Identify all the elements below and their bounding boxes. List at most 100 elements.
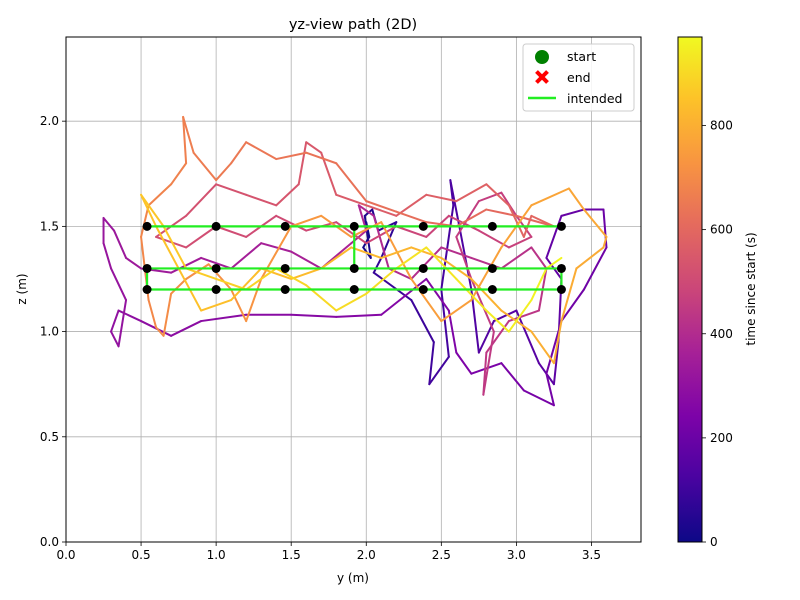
path-segment [507, 235, 533, 249]
path-segment [440, 246, 473, 259]
path-segment [425, 246, 458, 280]
waypoint-marker [349, 221, 359, 231]
path-segment [428, 355, 450, 386]
path-segment [335, 292, 368, 312]
path-segment [363, 214, 372, 259]
path-segment [110, 330, 120, 348]
path-segment [155, 225, 180, 270]
waypoint-marker [418, 285, 428, 294]
y-axis-label: z (m) [15, 273, 29, 304]
x-tick-label: 1.0 [207, 548, 226, 562]
path-segment [275, 183, 300, 207]
y-tick-label: 2.0 [40, 114, 59, 128]
path-segment [582, 246, 608, 291]
path-segment [530, 187, 570, 207]
x-axis-label: y (m) [337, 571, 369, 585]
path-segment [357, 204, 375, 217]
waypoint-marker [556, 285, 566, 294]
path-segment [425, 277, 450, 312]
colorbar-ticks: 0 200 400 600 800 [702, 119, 733, 549]
path-segment [575, 246, 605, 270]
colorbar: 0 200 400 600 800 time since start (s) [677, 36, 758, 549]
path-segment [155, 326, 165, 337]
path-segment [387, 267, 413, 280]
path-segment [245, 267, 278, 291]
path-segment [470, 246, 503, 302]
path-segment [215, 225, 248, 238]
path-segment [455, 208, 488, 228]
path-segment [102, 216, 116, 232]
x-tick-label: 3.0 [507, 548, 526, 562]
path-segment [335, 162, 368, 203]
legend-label-end: end [567, 70, 591, 85]
waypoint-marker [556, 221, 566, 231]
path-segment [470, 277, 503, 312]
path-segment [192, 151, 218, 182]
waypoint-marker [349, 263, 359, 273]
path-segment [455, 235, 473, 280]
path-segment [290, 267, 323, 280]
path-segment [485, 208, 518, 217]
y-tick-label: 1.5 [40, 219, 59, 233]
path-segment [372, 256, 383, 274]
path-segment [395, 246, 428, 270]
path-segment [522, 389, 555, 407]
path-segment [410, 277, 443, 323]
path-segment [170, 320, 203, 337]
path-segment [350, 221, 383, 238]
path-segment [290, 250, 323, 270]
path-segment [182, 115, 195, 154]
path-segment [185, 183, 218, 217]
path-segment [140, 204, 150, 238]
x-axis-ticks: 0.0 0.5 1.0 1.5 2.0 2.5 3.0 3.5 [56, 542, 601, 562]
path-segment [125, 256, 143, 270]
x-tick-label: 2.5 [432, 548, 451, 562]
path-segment [365, 225, 398, 245]
x-tick-label: 3.5 [582, 548, 601, 562]
path-segment [410, 299, 435, 344]
path-segment [305, 141, 323, 154]
waypoint-marker [418, 221, 428, 231]
path-segment [507, 299, 533, 333]
path-segment [162, 292, 173, 337]
path-segment [602, 235, 608, 249]
waypoint-marker [487, 285, 497, 294]
path-segment [245, 277, 263, 323]
path-segment [560, 208, 585, 217]
waypoint-marker [142, 285, 152, 294]
path-segment [428, 341, 435, 386]
path-segment [410, 246, 443, 280]
path-segment [335, 313, 383, 318]
path-segment [320, 246, 353, 270]
path-segment [365, 204, 398, 217]
legend: start end intended [522, 43, 635, 112]
path-segment [440, 299, 473, 323]
path-segment [140, 193, 158, 228]
legend-box [522, 43, 635, 112]
path-segment [410, 246, 443, 259]
path-segment [395, 210, 428, 224]
path-segment [545, 372, 555, 407]
path-segment [500, 362, 525, 392]
waypoint-marker [142, 263, 152, 273]
path-segment [515, 309, 540, 365]
path-segment [485, 183, 510, 207]
waypoint-marker [418, 263, 428, 273]
path-segment [492, 309, 518, 323]
path-segment [482, 330, 495, 396]
path-segment [215, 183, 248, 196]
colorbar-tick-label: 200 [710, 431, 733, 445]
path-segment [530, 246, 548, 270]
path-segment [552, 320, 563, 365]
path-segment [290, 313, 338, 318]
path-segment [260, 242, 293, 253]
path-segment [485, 320, 510, 354]
path-segment [200, 256, 233, 270]
waypoint-marker [211, 285, 221, 294]
path-segment [447, 309, 458, 354]
path-segment [395, 225, 428, 238]
legend-end-marker [535, 70, 549, 84]
y-tick-label: 1.0 [40, 325, 59, 339]
waypoint-marker [349, 285, 359, 294]
path-segment [455, 351, 473, 375]
